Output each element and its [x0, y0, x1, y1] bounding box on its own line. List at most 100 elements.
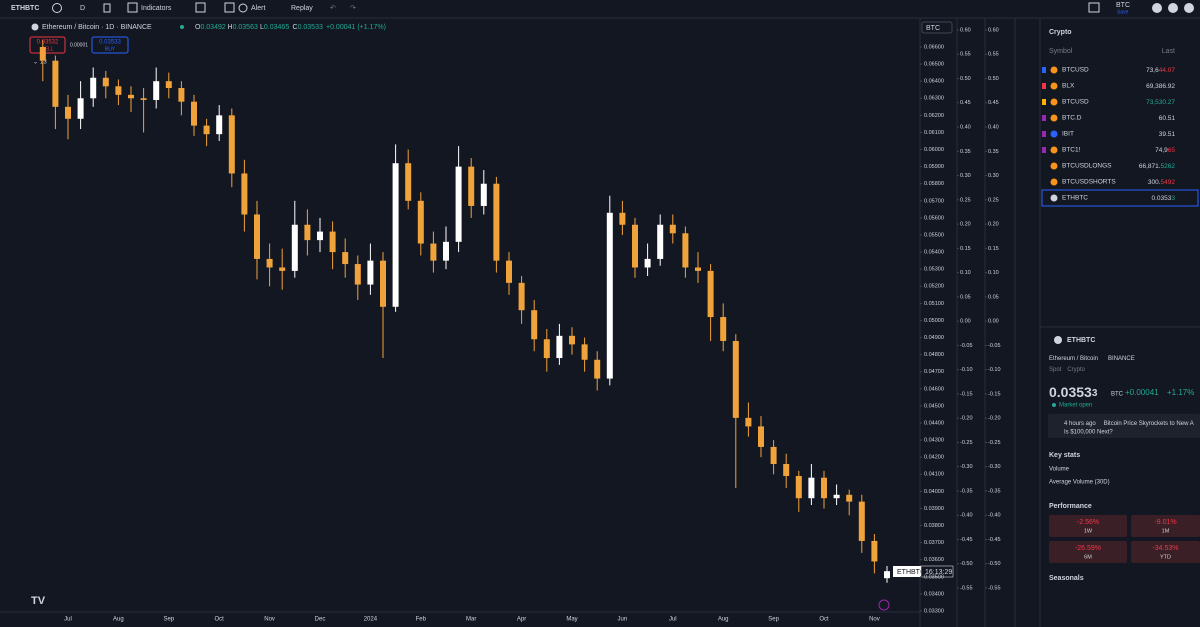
buy-button[interactable] — [91, 36, 129, 54]
y-tick-label: 0.30 — [988, 173, 999, 179]
x-tick-label: Oct — [215, 617, 225, 623]
ohlc-item: O0.03492 — [195, 24, 226, 31]
collapse[interactable]: ⌄ — [33, 60, 38, 66]
flash-button[interactable] — [878, 599, 890, 611]
y-tick-label: 0.06100 — [924, 130, 944, 136]
y-tick-label: 0.06400 — [924, 79, 944, 85]
ohlc-item: L0.03465 — [260, 24, 289, 31]
x-tick-label: Sep — [163, 617, 174, 623]
column-header[interactable]: Symbol — [1049, 48, 1073, 55]
buy-price: 0.03533 — [99, 40, 121, 46]
candle-body — [165, 81, 172, 89]
y-tick-label: 0.04000 — [924, 489, 944, 495]
templates[interactable] — [195, 2, 206, 13]
x-tick-label: Nov — [869, 617, 880, 623]
detail-name: Ethereum / Bitcoin BINANCE — [1049, 356, 1135, 362]
candle-body — [417, 200, 424, 244]
market: Spot — [1049, 367, 1062, 373]
indicator-count[interactable]: 13 — [40, 60, 47, 66]
section-title: Key stats — [1049, 452, 1080, 459]
symbol-button[interactable]: ETHBTC — [11, 5, 39, 12]
exchange: BINANCE — [1108, 356, 1135, 362]
y-tick-label: -0.20 — [988, 416, 1001, 422]
symbol-icon — [1050, 98, 1058, 106]
candle-body — [657, 224, 664, 259]
candle-body — [720, 317, 727, 341]
y-tick-label: -0.45 — [988, 537, 1001, 543]
y-tick-label: 0.04800 — [924, 352, 944, 358]
candle-body — [380, 260, 386, 307]
sell-button[interactable] — [29, 36, 66, 54]
ohlc-value: 0.03492 — [200, 24, 225, 31]
watchlist-title[interactable]: Crypto — [1049, 29, 1072, 36]
candle-body — [430, 243, 437, 261]
status-dot — [1052, 403, 1056, 407]
y-tick-label: 0.05100 — [924, 301, 944, 307]
last-price: 74,9 — [1155, 147, 1168, 154]
y-tick-label: 0.06600 — [924, 44, 944, 50]
candle-body — [783, 464, 790, 476]
last-price: 73,6 — [1146, 67, 1159, 74]
interval-button[interactable]: D — [80, 5, 85, 12]
row-last: 74,965 — [1155, 147, 1175, 154]
flag — [1042, 115, 1046, 121]
row-last: 0.03533 — [1151, 195, 1175, 202]
layout[interactable] — [224, 2, 235, 13]
x-tick-label: Aug — [718, 617, 729, 623]
y-tick-label: 0.20 — [988, 222, 999, 228]
perf-value: -9.01% — [1154, 519, 1176, 526]
button[interactable] — [1168, 3, 1178, 13]
undo[interactable]: ↶ — [330, 5, 336, 12]
buy-label: BUY — [105, 46, 116, 52]
y-tick-label: -0.55 — [960, 585, 973, 591]
stat-label: Average Volume (30D) — [1049, 480, 1110, 486]
x-tick-label: Apr — [517, 617, 526, 623]
x-tick-label: Nov — [264, 617, 275, 623]
candle-body — [304, 224, 311, 241]
news-card[interactable] — [1048, 414, 1200, 438]
y-tick-label: 0.05700 — [924, 198, 944, 204]
name: Ethereum / Bitcoin — [1049, 356, 1098, 362]
flag — [1042, 67, 1046, 73]
button[interactable] — [1152, 3, 1162, 13]
x-tick-label: Jun — [618, 617, 628, 623]
y-tick-label: 0.03300 — [924, 608, 944, 614]
candle-body — [531, 310, 538, 340]
perf-value: -34.53% — [1152, 545, 1178, 552]
indicators-button[interactable]: Indicators — [141, 5, 172, 12]
candle-body — [808, 477, 815, 499]
save[interactable]: Save — [1117, 9, 1129, 15]
currency-box[interactable] — [921, 21, 953, 34]
price-label-symbol: ETHBTC — [897, 569, 925, 576]
ohlc-value: 0.03533 — [298, 24, 323, 31]
candle-body — [745, 417, 752, 427]
candle-body — [644, 258, 651, 268]
redo[interactable]: ↷ — [350, 5, 356, 12]
layout-icon[interactable] — [1088, 2, 1100, 13]
column-header[interactable]: Last — [1162, 48, 1175, 55]
add-symbol[interactable] — [52, 3, 62, 13]
y-tick-label: 0.03500 — [924, 574, 944, 580]
candle-body — [518, 282, 525, 311]
last-price: 39.51 — [1159, 131, 1176, 138]
y-tick-label: -0.30 — [960, 464, 973, 470]
symbol-icon — [1050, 178, 1058, 186]
y-tick-label: 0.55 — [988, 52, 999, 58]
candle-body — [619, 212, 626, 225]
last-tail: 3 — [1171, 195, 1175, 202]
last-price: 0.0353 — [1151, 195, 1171, 202]
x-tick-label: May — [566, 617, 577, 623]
spread: 0.00001 — [70, 42, 88, 48]
candle-body — [392, 163, 399, 307]
chart-type[interactable] — [103, 3, 111, 13]
x-tick-label: Dec — [315, 617, 326, 623]
replay-button[interactable]: Replay — [291, 5, 313, 12]
button[interactable] — [1184, 3, 1194, 13]
y-tick-label: -0.40 — [960, 513, 973, 519]
section-title: Performance — [1049, 503, 1092, 510]
row-last: 69,386.92 — [1146, 83, 1175, 90]
candle-body — [871, 540, 878, 562]
alert-button[interactable]: Alert — [251, 5, 265, 12]
